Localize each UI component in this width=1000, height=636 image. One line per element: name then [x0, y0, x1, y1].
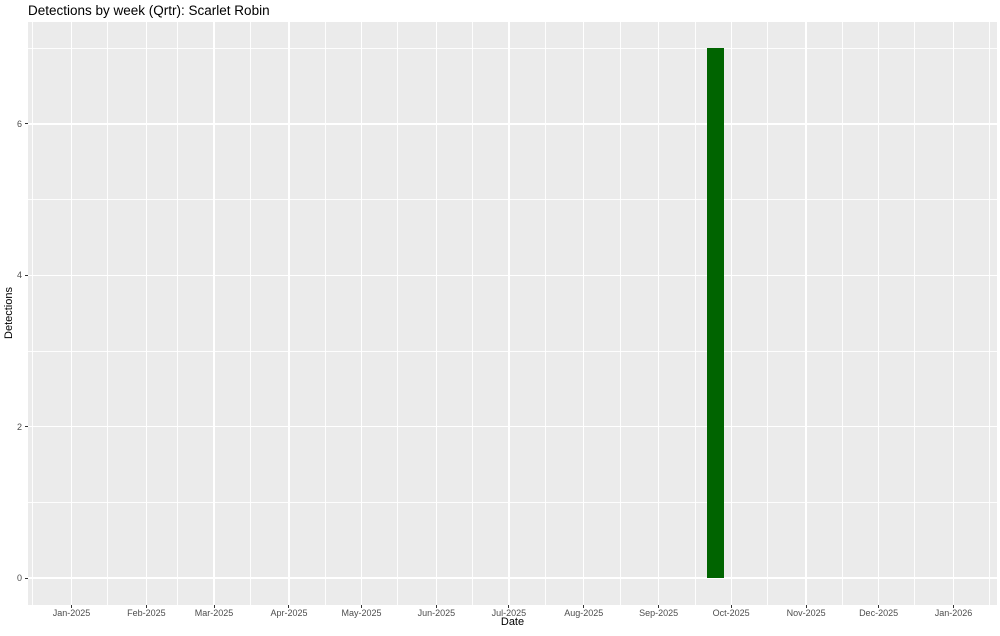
y-tick-label: 2 [16, 421, 22, 432]
x-minor-gridline [177, 22, 179, 605]
y-axis-title: Detections [3, 287, 15, 339]
x-minor-gridline [619, 22, 621, 605]
y-tick-mark [25, 577, 28, 579]
y-tick-label: 0 [16, 573, 22, 583]
plot-panel [28, 22, 997, 605]
x-tick-label: Apr-2025 [270, 608, 308, 618]
x-minor-gridline [914, 22, 916, 605]
y-tick-mark [25, 274, 28, 276]
y-major-gridline [28, 123, 997, 125]
x-minor-gridline [841, 22, 843, 605]
x-tick-label: Jan-2026 [934, 608, 973, 618]
x-tick-label: Jan-2025 [52, 608, 91, 618]
x-tick-label: Jun-2025 [417, 608, 456, 618]
x-minor-gridline [472, 22, 473, 605]
y-major-gridline [28, 577, 997, 579]
x-axis-title: Date [500, 616, 525, 628]
chart-title: Detections by week (Qrtr): Scarlet Robin [28, 3, 270, 18]
detection-bar [707, 48, 724, 578]
x-tick-label: Sep-2025 [639, 608, 679, 618]
x-minor-gridline [767, 22, 768, 605]
x-minor-gridline [694, 22, 696, 605]
y-minor-gridline [28, 350, 997, 352]
x-major-gridline [583, 22, 585, 605]
x-tick-mark [508, 605, 510, 608]
x-major-gridline [70, 22, 73, 605]
x-minor-gridline [544, 22, 546, 605]
x-tick-mark [145, 605, 147, 608]
x-major-gridline [508, 22, 510, 605]
y-tick-mark [25, 123, 28, 125]
x-tick-mark [583, 605, 585, 608]
y-minor-gridline [28, 501, 997, 503]
y-major-gridline [28, 274, 997, 276]
x-tick-mark [70, 605, 72, 608]
x-major-gridline [658, 22, 660, 605]
x-major-gridline [213, 22, 215, 605]
x-major-gridline [730, 22, 732, 605]
x-tick-mark [953, 605, 954, 608]
x-tick-label: Aug-2025 [564, 608, 604, 618]
x-major-gridline [145, 22, 148, 605]
x-tick-mark [288, 605, 290, 608]
x-tick-label: Feb-2025 [127, 608, 166, 618]
y-minor-gridline [28, 199, 997, 200]
x-tick-mark [878, 605, 880, 608]
x-major-gridline [360, 22, 363, 605]
x-tick-mark [435, 605, 437, 608]
y-tick-mark [25, 426, 28, 428]
x-minor-gridline [32, 22, 34, 605]
x-major-gridline [288, 22, 290, 605]
x-tick-label: May-2025 [341, 608, 382, 618]
x-tick-mark [805, 605, 807, 608]
x-major-gridline [877, 22, 880, 605]
x-minor-gridline [107, 22, 109, 605]
x-tick-mark [730, 605, 732, 608]
x-major-gridline [435, 22, 438, 605]
x-tick-label: Jul-2025 [491, 608, 527, 618]
x-minor-gridline [397, 22, 399, 605]
x-tick-label: Mar-2025 [194, 608, 234, 618]
x-tick-mark [658, 605, 660, 608]
x-tick-label: Dec-2025 [859, 608, 899, 618]
x-major-gridline [952, 22, 955, 605]
x-tick-label: Nov-2025 [786, 608, 826, 618]
x-tick-label: Oct-2025 [712, 608, 750, 618]
y-major-gridline [28, 426, 997, 428]
y-tick-label: 4 [16, 270, 22, 281]
y-minor-gridline [28, 47, 997, 49]
x-minor-gridline [249, 22, 251, 605]
x-minor-gridline [989, 22, 991, 605]
x-tick-mark [360, 605, 362, 608]
x-minor-gridline [324, 22, 326, 605]
y-tick-label: 6 [16, 118, 22, 129]
x-major-gridline [805, 22, 807, 605]
x-tick-mark [213, 605, 215, 608]
